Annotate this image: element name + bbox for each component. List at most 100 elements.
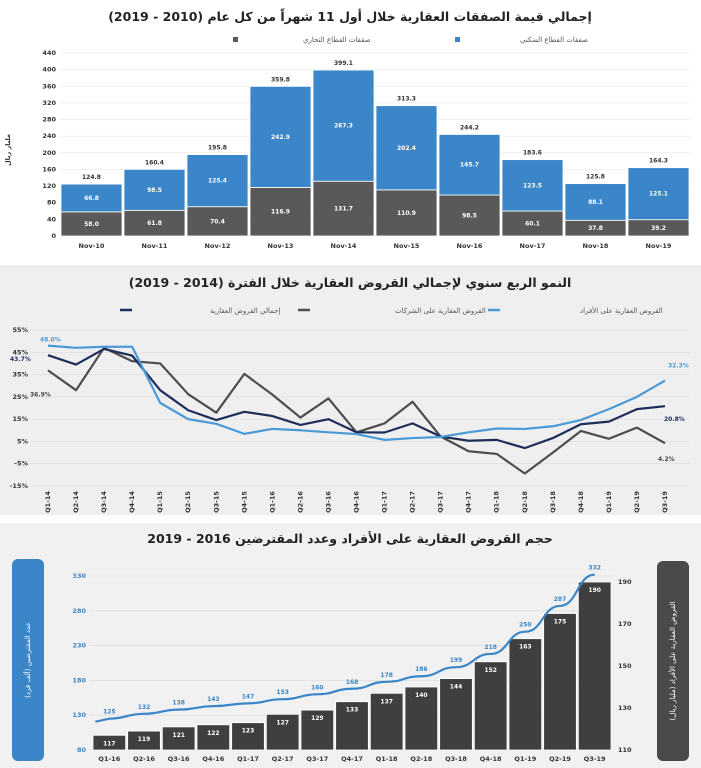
bar-residential [186, 154, 249, 208]
series-line-borrowers [95, 573, 595, 723]
bar-residential [123, 168, 186, 211]
stacked-bar-chart: إجمالي قيمة الصفقات العقارية خلال أول 11… [4, 7, 690, 250]
series-line [47, 344, 666, 441]
y-tick-label: 400 [42, 66, 56, 74]
x-tick-label: Nov-16 [457, 242, 483, 250]
legend-swatch-residential [455, 37, 460, 42]
annotation: 36.9% [30, 391, 51, 398]
bar-loan-volume [369, 692, 404, 751]
legend-label: القروض العقارية على الشركات [395, 307, 486, 315]
x-tick-label: Q1-18 [493, 491, 501, 513]
x-tick-label: Q3-16 [324, 491, 332, 513]
legend-label: إجمالي القروض العقارية [210, 307, 280, 315]
x-tick-label: Q1-18 [376, 755, 398, 763]
x-tick-label: Q2-16 [296, 491, 304, 513]
data-label-commercial: 131.7 [334, 206, 353, 213]
right-axis-label-box: القروض العقارية على الأفراد (مليار ريال) [657, 561, 689, 761]
x-tick-label: Q1-19 [514, 755, 536, 763]
y-tick-label: -15% [10, 482, 29, 490]
bar-residential [564, 183, 627, 221]
annotation: 32.3% [668, 363, 689, 370]
x-tick-label: Q1-14 [44, 491, 52, 513]
y-tick-label: 200 [42, 149, 56, 157]
x-tick-label: Q3-17 [306, 755, 328, 763]
y-tick-label: 320 [42, 99, 56, 107]
y-tick-label: 160 [42, 165, 56, 173]
x-tick-label: Q2-19 [633, 491, 641, 513]
y-tick-label: 440 [42, 49, 56, 57]
x-tick-label: Nov-19 [646, 242, 672, 250]
y-tick-label: 240 [42, 132, 56, 140]
data-label-total: 195.8 [208, 145, 227, 152]
x-tick-label: Nov-11 [142, 242, 168, 250]
x-tick-label: Q2-19 [549, 755, 571, 763]
data-label-line: 168 [346, 679, 359, 686]
data-label-bar: 163 [519, 644, 532, 651]
x-tick-label: Nov-18 [583, 242, 609, 250]
data-label-total: 313.3 [397, 96, 416, 103]
x-tick-label: Q4-17 [341, 755, 363, 763]
annotation: 48.0% [40, 337, 61, 344]
bar-residential [60, 183, 123, 213]
legend-label: القروض العقارية على الأفراد [580, 306, 663, 315]
x-tick-label: Q2-18 [410, 755, 432, 763]
x-tick-label: Q1-15 [156, 491, 164, 513]
chart-panel-deal-values: إجمالي قيمة الصفقات العقارية خلال أول 11… [0, 0, 701, 262]
x-tick-label: Q1-16 [98, 755, 120, 763]
data-label-residential: 88.1 [588, 199, 603, 206]
y-tick-label: 45% [12, 348, 28, 356]
y-tick-label: 120 [42, 182, 56, 190]
y-tick-label: 80 [47, 199, 57, 207]
y-tick-label: 40 [47, 215, 57, 223]
data-label-commercial: 70.4 [210, 218, 225, 225]
data-label-line: 332 [588, 565, 601, 572]
bar-commercial [186, 206, 249, 237]
x-tick-label: Q4-18 [577, 491, 585, 513]
x-tick-label: Q4-18 [480, 755, 502, 763]
chart-panel-loan-growth: النمو الربع سنوي لإجمالي القروض العقارية… [0, 265, 701, 515]
left-y-tick-label: 180 [72, 676, 86, 684]
data-label-residential: 125.4 [208, 178, 227, 185]
combo-chart: حجم القروض العقارية على الأفراد وعدد الم… [72, 531, 632, 763]
y-tick-label: -5% [14, 460, 28, 468]
data-label-bar: 144 [450, 684, 463, 691]
annotation: 20.8% [664, 416, 685, 423]
x-tick-label: Q2-15 [184, 491, 192, 513]
data-label-line: 250 [519, 622, 532, 629]
x-tick-label: Q3-17 [437, 491, 445, 513]
legend-label-commercial: صفقات القطاع التجاري [303, 36, 371, 44]
legend-label-residential: صفقات القطاع السكني [520, 36, 588, 44]
data-label-total: 244.2 [460, 124, 479, 131]
data-label-line: 178 [380, 672, 393, 679]
data-label-total: 359.8 [271, 76, 290, 83]
bar-residential [375, 105, 438, 191]
bar-residential [249, 85, 312, 188]
data-label-total: 183.6 [523, 150, 542, 157]
left-y-tick-label: 230 [72, 642, 86, 650]
y-tick-label: 25% [12, 393, 28, 401]
x-tick-label: Q2-18 [521, 491, 529, 513]
y-tick-label: 0 [51, 232, 56, 240]
bar-loan-volume [300, 709, 335, 751]
data-label-bar: 122 [207, 730, 220, 737]
chart-title: إجمالي قيمة الصفقات العقارية خلال أول 11… [108, 7, 592, 25]
x-tick-label: Q3-16 [168, 755, 190, 763]
bar-commercial [60, 211, 123, 237]
x-tick-label: Nov-15 [394, 242, 420, 250]
data-label-line: 287 [554, 596, 567, 603]
data-label-total: 399.1 [334, 60, 353, 67]
bar-commercial [501, 210, 564, 237]
y-axis-label: مليار ريال [4, 134, 12, 166]
data-label-total: 125.8 [586, 174, 605, 181]
bar-commercial [375, 189, 438, 237]
x-tick-label: Q3-14 [100, 491, 108, 513]
chart-title: حجم القروض العقارية على الأفراد وعدد الم… [147, 531, 552, 546]
data-label-residential: 123.5 [523, 182, 542, 189]
x-tick-label: Q1-16 [268, 491, 276, 513]
bar-loan-volume [508, 638, 543, 751]
legend-swatch-commercial [233, 37, 238, 42]
x-tick-label: Q4-17 [465, 491, 473, 513]
x-tick-label: Q2-16 [133, 755, 155, 763]
x-tick-label: Nov-17 [520, 242, 546, 250]
right-y-tick-label: 170 [618, 620, 632, 628]
